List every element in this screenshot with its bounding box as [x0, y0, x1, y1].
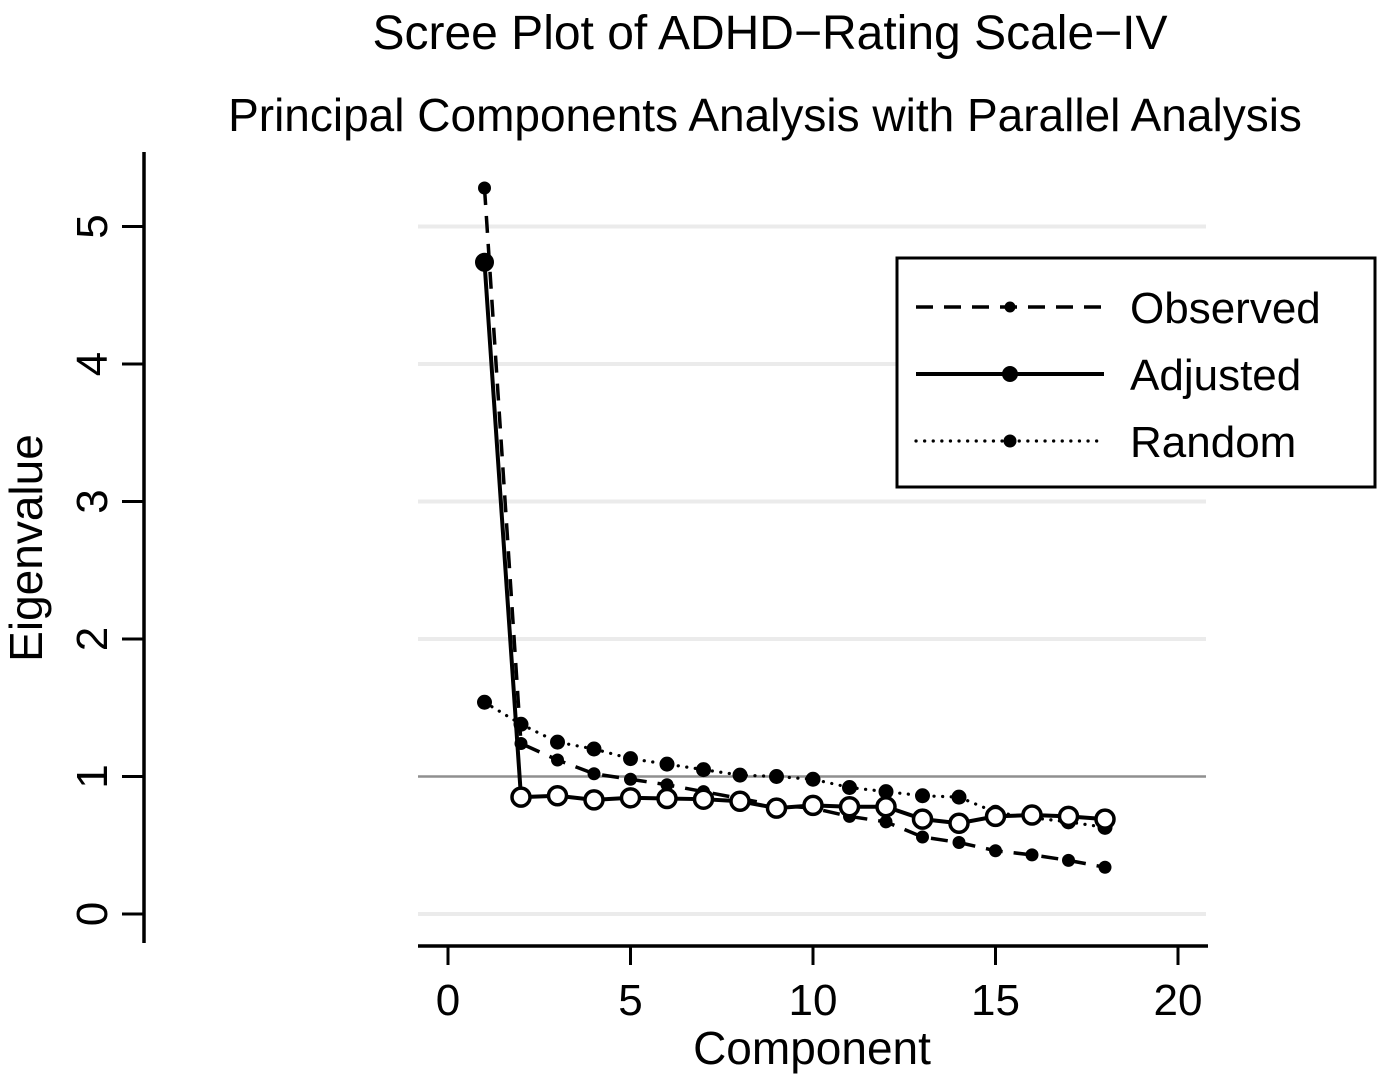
series-random-marker: [659, 756, 675, 772]
series-observed-marker: [587, 767, 601, 781]
x-tick-label: 15: [971, 976, 1020, 1025]
series-observed-marker: [624, 772, 637, 786]
series-adjusted-marker: [692, 788, 715, 810]
x-tick-label: 10: [789, 976, 838, 1025]
y-axis-title: Eigenvalue: [0, 434, 52, 662]
series-adjusted-marker: [948, 812, 970, 834]
series-observed-marker: [551, 753, 564, 767]
y-tick-label: 3: [68, 489, 117, 513]
series-adjusted-marker: [546, 785, 569, 807]
legend-label-random: Random: [1130, 418, 1296, 467]
series-adjusted-marker: [911, 808, 934, 830]
series-adjusted-marker: [475, 252, 494, 272]
chart-subtitle: Principal Components Analysis with Paral…: [228, 89, 1302, 141]
x-axis-title: Component: [693, 1022, 931, 1074]
series-observed-marker: [879, 815, 893, 829]
x-tick-label: 5: [618, 976, 642, 1025]
series-adjusted-marker: [510, 786, 532, 808]
series-observed-marker: [916, 830, 929, 844]
series-adjusted-marker: [619, 787, 642, 809]
series-random-marker: [842, 780, 857, 795]
legend-label-observed: Observed: [1130, 284, 1321, 333]
series-adjusted-marker: [984, 805, 1007, 828]
series-random-marker: [951, 789, 967, 805]
series-observed-marker: [1025, 848, 1039, 862]
series-adjusted-marker: [838, 796, 861, 818]
y-tick-label: 2: [68, 627, 117, 651]
series-adjusted-marker: [1021, 804, 1043, 826]
series-random-marker: [915, 788, 930, 804]
legend-marker-adjusted: [1002, 366, 1018, 382]
series-adjusted-marker: [656, 787, 678, 810]
series-observed-marker: [952, 836, 966, 849]
y-tick-label: 5: [68, 214, 117, 238]
series-adjusted-marker: [802, 794, 824, 817]
legend-label-adjusted: Adjusted: [1130, 351, 1301, 400]
y-tick-label: 4: [68, 352, 117, 376]
series-adjusted-marker: [729, 790, 751, 812]
series-adjusted-marker: [1057, 805, 1080, 828]
x-tick-label: 0: [436, 976, 460, 1025]
series-adjusted-marker: [765, 797, 788, 819]
series-observed-marker: [1098, 860, 1112, 874]
legend-marker-observed: [1004, 301, 1016, 313]
series-observed-marker: [989, 844, 1002, 858]
series-adjusted-marker: [583, 789, 605, 811]
series-random-marker: [696, 762, 711, 778]
series-random-marker: [732, 767, 748, 783]
series-observed-marker: [1062, 853, 1075, 867]
x-tick-label: 20: [1154, 976, 1203, 1025]
series-random-marker: [623, 751, 638, 767]
legend-marker-random: [1003, 434, 1017, 448]
y-tick-label: 0: [68, 902, 117, 926]
chart-title: Scree Plot of ADHD−Rating Scale−IV: [372, 7, 1168, 60]
series-random-marker: [769, 769, 784, 784]
y-tick-label: 1: [68, 764, 117, 788]
series-random-marker: [586, 741, 602, 757]
series-random-marker: [805, 771, 821, 787]
series-adjusted-marker: [1094, 808, 1116, 830]
series-random-marker: [550, 734, 565, 750]
series-random-marker: [477, 694, 492, 710]
series-observed-marker: [478, 181, 491, 195]
series-adjusted-marker: [875, 796, 897, 818]
